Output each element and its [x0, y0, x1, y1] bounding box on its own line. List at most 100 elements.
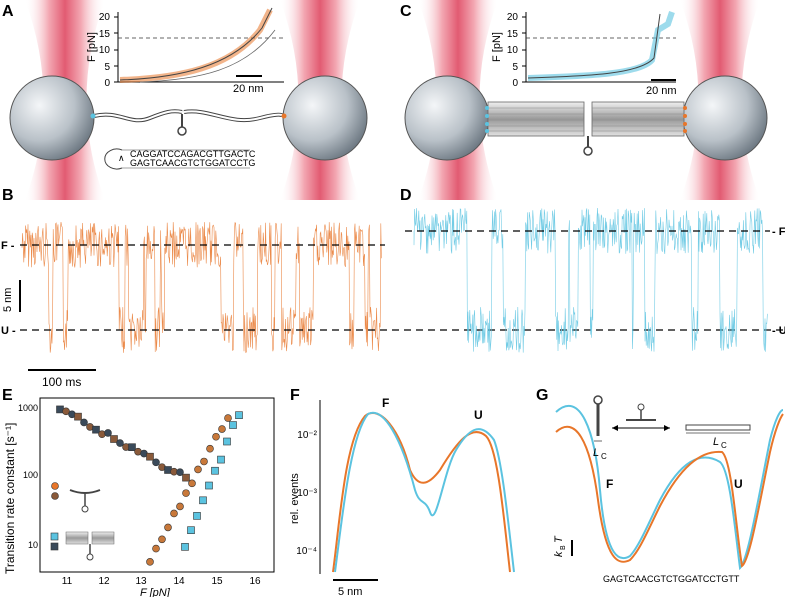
rate-marker: [193, 512, 201, 520]
inset-c-scalebar-label: 20 nm: [646, 85, 677, 97]
panel-e-ytick-1000: 1000: [18, 403, 38, 413]
rate-marker: [176, 468, 184, 476]
panel-g-energy-scale-t: T: [553, 535, 565, 543]
origami-bundle-right: [591, 101, 685, 137]
rate-marker: [188, 479, 196, 488]
rate-marker: [212, 432, 220, 441]
panel-g-label-f: F: [606, 477, 613, 491]
rate-marker: [206, 444, 214, 453]
panel-c-optical-trap: [404, 0, 768, 200]
panel-e-markers: [56, 405, 243, 566]
panel-g-label-u: U: [734, 477, 743, 491]
bead-left: [404, 75, 490, 161]
inset-a-fit: [119, 7, 273, 81]
rate-marker: [128, 443, 136, 451]
rate-marker: [152, 544, 160, 553]
panel-e-xtick-15: 15: [211, 576, 223, 587]
panel-f-scale-label: 5 nm: [338, 586, 362, 597]
inset-c-ylabel: F [pN]: [491, 32, 503, 62]
inset-a-model: [139, 29, 276, 83]
panel-d-state-f: - F: [772, 226, 785, 238]
panel-a-inset: 20 15 10 5 0 F [pN] 20 nm: [86, 7, 284, 95]
legend-orange-dot: [51, 482, 59, 490]
panel-f-orange-histogram: [332, 412, 511, 573]
sequence-top: CAGGATCCAGACGTTGACTC: [130, 149, 256, 159]
panel-label-b: B: [2, 187, 14, 204]
panel-e-xlabel: F [pN]: [140, 587, 171, 597]
panel-e-xtick-13: 13: [135, 576, 147, 587]
panel-e-xtick-12: 12: [98, 576, 110, 587]
panel-c-inset: 20 15 10 5 0 F [pN] 20 nm: [491, 10, 678, 97]
rate-marker: [110, 435, 118, 443]
panel-e-xtick-16: 16: [249, 576, 261, 587]
panel-e-axes: [39, 397, 275, 573]
inset-c-fit: [527, 13, 661, 79]
panel-label-d: D: [400, 187, 412, 204]
rate-marker: [181, 543, 189, 551]
panel-a-optical-trap: ∧ CAGGATCCAGACGTTGACTC GAGTCAACGTCTGGATC…: [9, 0, 368, 200]
rate-marker: [218, 425, 226, 433]
panel-g-blue-landscape: [555, 404, 784, 571]
legend-dark-dot: [51, 492, 59, 500]
panel-d-state-u: - U: [772, 325, 785, 337]
bead-right: [682, 75, 768, 161]
rate-marker: [146, 558, 154, 566]
panel-g-energy-scale-k: k: [553, 551, 565, 557]
inset-c-tick-15: 15: [507, 29, 519, 40]
rate-marker: [164, 523, 172, 532]
panel-e-ytick-100: 100: [23, 470, 38, 480]
panel-b-state-u: U -: [1, 325, 16, 337]
panel-f-ylabel: rel. events: [289, 473, 301, 524]
rate-marker: [224, 414, 232, 422]
panel-label-f: F: [290, 387, 300, 404]
origami-bundle-left: [487, 101, 585, 137]
inset-a-tick-20: 20: [99, 12, 111, 23]
panel-g-lc-left-sub: C: [601, 452, 607, 461]
panel-label-g: G: [536, 387, 548, 404]
inset-c-tick-0: 0: [512, 78, 518, 89]
sequence-bottom: GAGTCAACGTCTGGATCCTG: [130, 158, 255, 168]
bead-right: [282, 75, 368, 161]
panel-g-sequence: GAGTCAACGTCTGGATCCTGTT: [603, 574, 740, 584]
inset-a-ticks: 20 15 10 5 0: [99, 12, 118, 89]
panel-f-ytick-1e-4: 10⁻⁴: [296, 546, 317, 557]
panel-b-x-scale-label: 100 ms: [42, 375, 81, 389]
inset-a-tick-5: 5: [104, 62, 110, 73]
rate-marker: [74, 412, 82, 421]
panel-g-energy-scale-b: B: [560, 545, 567, 550]
panel-e-plot: Transition rate constant [s⁻¹] 1000 100 …: [3, 397, 275, 597]
legend-dna-icon: [69, 489, 101, 494]
panel-f-ytick-1e-3: 10⁻³: [297, 488, 317, 499]
panel-e-xtick-14: 14: [173, 576, 185, 587]
rate-marker: [92, 425, 100, 434]
panel-g-plot: F U L C L C k B T GAGTCAACGTCTGGATCCTGTT: [553, 395, 784, 584]
panel-b-y-scale-label: 5 nm: [2, 288, 14, 312]
panel-label-e: E: [2, 387, 13, 404]
panel-f-plot: rel. events 10⁻² 10⁻³ 10⁻⁴ F U 5 nm: [289, 396, 515, 597]
panel-f-peak-u: U: [474, 408, 483, 422]
rate-marker: [182, 489, 190, 497]
inset-a-ylabel: F [pN]: [86, 32, 98, 62]
inset-a-scalebar-label: 20 nm: [233, 83, 264, 95]
panel-g-lc-right-sub: C: [721, 441, 727, 450]
panel-e-ytick-10: 10: [28, 540, 38, 550]
rate-marker: [200, 457, 208, 466]
inset-c-tick-5: 5: [512, 62, 518, 73]
rate-marker: [194, 465, 202, 474]
rate-marker: [229, 421, 237, 429]
rate-marker: [205, 481, 213, 490]
inset-a-tick-15: 15: [99, 29, 111, 40]
panel-e-xtick-11: 11: [62, 576, 73, 587]
hairpin-loop: [583, 146, 593, 156]
trace-line: [413, 207, 768, 353]
panel-g-hairpin-unfolded: [685, 424, 751, 431]
rate-marker: [199, 496, 207, 505]
legend-origami-icon: [65, 531, 89, 545]
inset-a-tick-0: 0: [104, 78, 110, 89]
rate-marker: [187, 526, 195, 534]
panel-label-a: A: [2, 3, 14, 20]
panel-f-peak-f: F: [382, 396, 389, 410]
trace-line: [21, 221, 382, 354]
inset-a-tick-10: 10: [99, 45, 111, 56]
